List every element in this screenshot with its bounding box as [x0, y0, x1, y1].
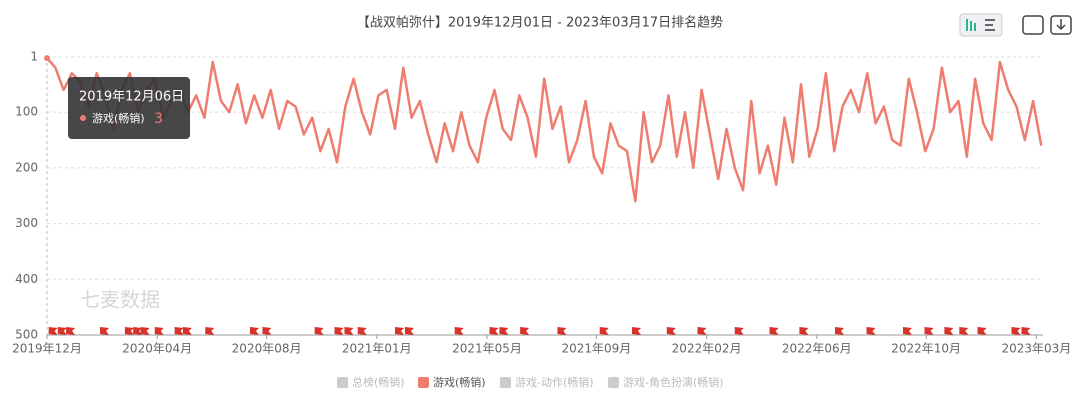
flag: [734, 327, 744, 335]
x-tick-label: 2023年03月: [1001, 342, 1071, 356]
flag: [1011, 327, 1021, 335]
bar-icon[interactable]: [966, 19, 976, 31]
y-tick-label: 400: [15, 272, 38, 286]
flag: [250, 327, 260, 335]
flag: [140, 327, 150, 335]
flag: [66, 327, 76, 335]
flag: [182, 327, 192, 335]
flag: [835, 327, 845, 335]
flag: [520, 327, 530, 335]
download-icon[interactable]: [1050, 15, 1072, 35]
flag: [124, 327, 134, 335]
watermark: 七麦数据: [80, 288, 160, 312]
flag: [977, 327, 987, 335]
flag: [944, 327, 954, 335]
legend-swatch: [500, 377, 511, 388]
flag: [314, 327, 324, 335]
flag: [769, 327, 779, 335]
flag: [924, 327, 934, 335]
flag: [599, 327, 609, 335]
legend-label: 游戏-角色扮演(畅销): [623, 375, 724, 389]
y-tick-label: 500: [15, 328, 38, 342]
x-tick-label: 2020年08月: [232, 342, 302, 356]
flag: [454, 327, 464, 335]
legend-swatch: [418, 377, 429, 388]
x-tick-label: 2020年04月: [122, 342, 192, 356]
flag: [632, 327, 642, 335]
download-arrow: [1056, 19, 1066, 31]
tooltip-box: [68, 77, 190, 139]
flag: [489, 327, 499, 335]
flag: [499, 327, 509, 335]
legend-label: 游戏-动作(畅销): [515, 375, 594, 389]
x-tick-label: 2022年10月: [891, 342, 961, 356]
legend-swatch: [337, 377, 348, 388]
flag: [344, 327, 354, 335]
tooltip-title: 2019年12月06日: [79, 90, 184, 105]
x-tick-label: 2021年01月: [342, 342, 412, 356]
legend-label: 总榜(畅销): [352, 375, 405, 389]
flag: [1021, 327, 1031, 335]
flag: [174, 327, 184, 335]
y-tick-label: 1: [30, 50, 38, 64]
y-tick-label: 300: [15, 216, 38, 230]
flag: [57, 327, 67, 335]
toolbar[interactable]: [959, 13, 1072, 37]
image-icon[interactable]: [1022, 15, 1044, 35]
flag: [133, 327, 143, 335]
x-tick-label: 2019年12月: [12, 342, 82, 356]
flag: [557, 327, 567, 335]
flag: [100, 327, 110, 335]
tooltip-dot: [80, 115, 86, 121]
list-icon[interactable]: [985, 19, 995, 31]
flag: [959, 327, 969, 335]
y-tick-label: 200: [15, 160, 38, 174]
flag: [334, 327, 344, 335]
x-tick-label: 2021年05月: [452, 342, 522, 356]
flag: [902, 327, 912, 335]
legend-label: 游戏(畅销): [433, 375, 486, 389]
x-tick-label: 2021年09月: [561, 342, 631, 356]
flag: [666, 327, 676, 335]
tooltip-series: 游戏(畅销): [92, 111, 145, 125]
flag: [357, 327, 367, 335]
tooltip-value: 3: [154, 111, 163, 127]
chart-title: 【战双帕弥什】2019年12月01日 - 2023年03月17日排名趋势: [357, 15, 723, 31]
flag: [866, 327, 876, 335]
flag: [395, 327, 405, 335]
legend-swatch: [608, 377, 619, 388]
x-tick-label: 2022年06月: [782, 342, 852, 356]
flag: [697, 327, 707, 335]
line: [46, 57, 1043, 203]
point: [44, 55, 50, 62]
y-tick-label: 100: [15, 105, 38, 119]
flag: [48, 327, 58, 335]
flag: [205, 327, 215, 335]
x-tick-label: 2022年02月: [672, 342, 742, 356]
flag: [262, 327, 272, 335]
flag: [154, 327, 164, 335]
flag: [799, 327, 809, 335]
flag: [404, 327, 414, 335]
